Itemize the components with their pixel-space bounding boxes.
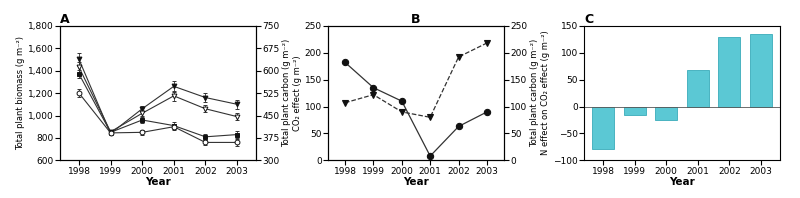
Bar bbox=[655, 107, 678, 120]
Y-axis label: CO₂ effect (g m⁻²): CO₂ effect (g m⁻²) bbox=[293, 55, 302, 131]
Text: A: A bbox=[60, 13, 70, 26]
Title: B: B bbox=[411, 13, 421, 26]
Y-axis label: Total plant biomass (g m⁻²): Total plant biomass (g m⁻²) bbox=[16, 36, 26, 150]
X-axis label: Year: Year bbox=[145, 177, 171, 187]
Y-axis label: Total plant carbon (g m⁻²): Total plant carbon (g m⁻²) bbox=[282, 39, 291, 147]
Bar bbox=[686, 70, 709, 107]
Bar bbox=[592, 107, 614, 148]
Bar bbox=[623, 107, 646, 115]
Bar bbox=[750, 34, 772, 107]
Text: C: C bbox=[584, 13, 593, 26]
Y-axis label: Total plant carbon (g m⁻²): Total plant carbon (g m⁻²) bbox=[530, 39, 539, 147]
Bar bbox=[718, 36, 741, 107]
X-axis label: Year: Year bbox=[669, 177, 695, 187]
X-axis label: Year: Year bbox=[403, 177, 429, 187]
Y-axis label: N effect on CO₂ effect (g m⁻²): N effect on CO₂ effect (g m⁻²) bbox=[542, 31, 550, 155]
